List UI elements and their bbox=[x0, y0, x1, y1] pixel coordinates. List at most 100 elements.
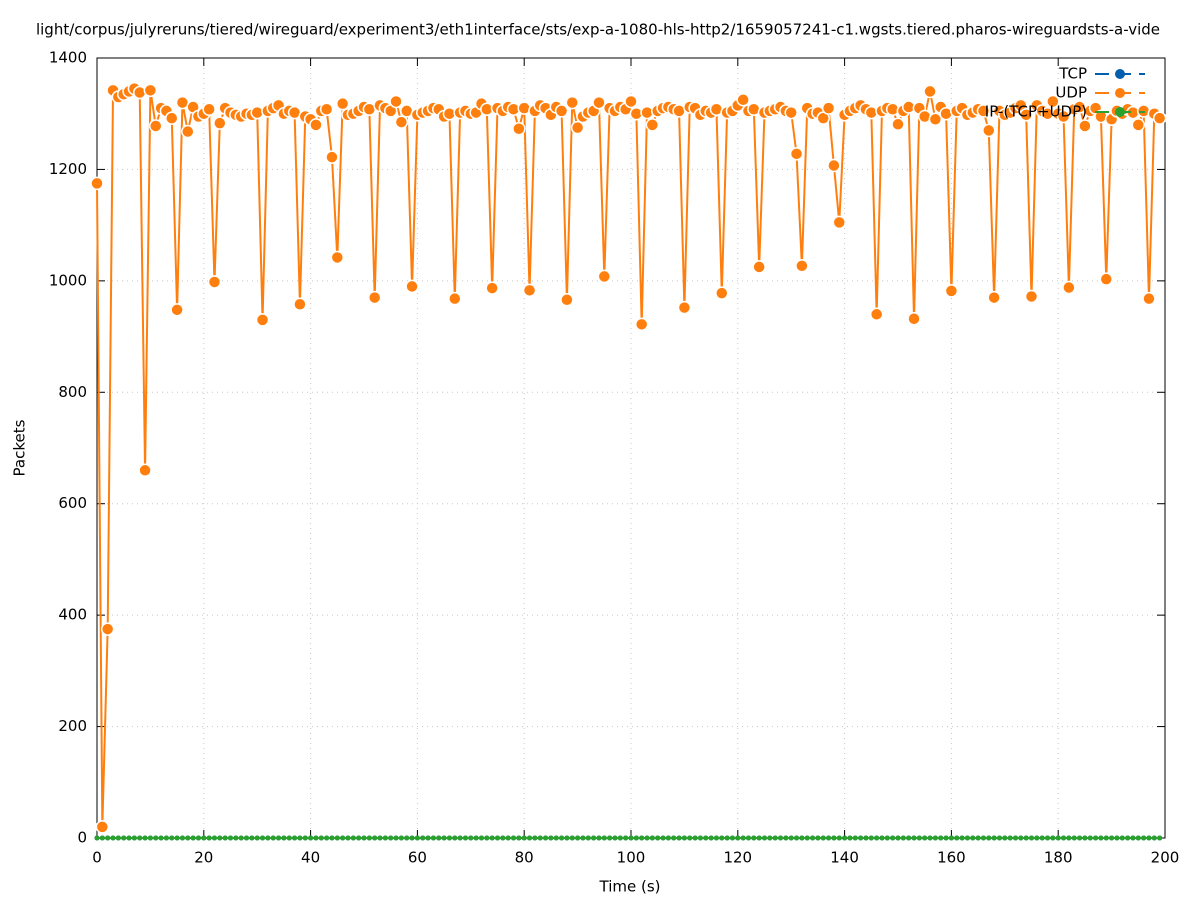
data-point bbox=[292, 835, 298, 841]
data-point bbox=[697, 835, 703, 841]
y-tick-label: 600 bbox=[58, 494, 87, 512]
data-point bbox=[179, 835, 185, 841]
x-tick-label: 120 bbox=[723, 849, 752, 867]
data-point bbox=[596, 835, 602, 841]
data-point bbox=[201, 835, 207, 841]
data-point bbox=[943, 835, 949, 841]
data-point bbox=[591, 835, 597, 841]
data-point bbox=[810, 835, 816, 841]
data-point bbox=[783, 835, 789, 841]
data-point bbox=[1024, 289, 1039, 304]
data-point bbox=[181, 124, 195, 139]
data-point bbox=[751, 835, 757, 841]
legend-swatch bbox=[1115, 69, 1125, 79]
data-point bbox=[1071, 835, 1077, 841]
data-point bbox=[1029, 835, 1034, 841]
data-point bbox=[372, 835, 378, 841]
data-point bbox=[163, 835, 169, 841]
data-point bbox=[1055, 835, 1061, 841]
data-point bbox=[996, 835, 1002, 841]
data-point bbox=[735, 835, 741, 841]
data-point bbox=[213, 116, 227, 130]
data-point bbox=[1039, 835, 1045, 841]
data-point bbox=[982, 123, 996, 138]
y-tick-label: 1200 bbox=[49, 160, 87, 178]
data-point bbox=[788, 835, 794, 841]
data-point bbox=[190, 835, 196, 841]
data-point bbox=[330, 250, 345, 265]
data-point bbox=[448, 291, 462, 306]
legend-swatch bbox=[1115, 107, 1125, 117]
data-point bbox=[1114, 835, 1120, 841]
data-point bbox=[511, 835, 517, 841]
data-point bbox=[297, 835, 303, 841]
data-point bbox=[745, 835, 751, 841]
data-point bbox=[649, 835, 655, 841]
data-point bbox=[367, 290, 382, 305]
data-point bbox=[1046, 94, 1060, 109]
data-point bbox=[639, 835, 645, 841]
x-tick-label: 60 bbox=[408, 849, 427, 867]
data-point bbox=[143, 83, 158, 98]
data-point bbox=[313, 835, 319, 841]
data-point bbox=[564, 835, 570, 841]
data-point bbox=[382, 835, 388, 841]
data-point bbox=[366, 835, 372, 841]
data-point bbox=[318, 835, 324, 841]
data-point bbox=[895, 835, 901, 841]
data-point bbox=[1056, 109, 1071, 124]
data-point bbox=[585, 835, 591, 841]
data-point bbox=[1098, 835, 1104, 841]
data-point bbox=[505, 835, 511, 841]
y-tick-label: 1000 bbox=[49, 271, 87, 289]
data-point bbox=[772, 835, 778, 841]
data-point bbox=[452, 835, 458, 841]
data-point bbox=[512, 122, 526, 136]
data-point bbox=[457, 835, 463, 841]
data-point bbox=[911, 835, 917, 841]
data-point bbox=[147, 835, 153, 841]
data-point bbox=[927, 835, 933, 841]
series bbox=[94, 835, 1163, 841]
data-point bbox=[324, 835, 330, 841]
y-tick-label: 0 bbox=[77, 829, 87, 847]
y-tick-label: 1400 bbox=[49, 49, 87, 67]
data-point bbox=[560, 293, 574, 307]
data-point bbox=[794, 835, 800, 841]
data-point bbox=[1141, 835, 1147, 841]
data-point bbox=[1131, 118, 1146, 132]
data-point bbox=[778, 835, 784, 841]
data-point bbox=[890, 835, 896, 841]
data-point bbox=[553, 835, 559, 841]
data-point bbox=[334, 835, 340, 841]
series-line bbox=[96, 87, 1161, 827]
chart-title: light/corpus/julyreruns/tiered/wireguard… bbox=[36, 21, 1160, 39]
data-point bbox=[441, 835, 447, 841]
data-point bbox=[270, 835, 276, 841]
data-point bbox=[389, 94, 403, 109]
data-point bbox=[975, 835, 981, 841]
legend-label: TCP bbox=[1058, 65, 1087, 83]
legend-swatch bbox=[1115, 88, 1125, 98]
y-tick-label: 400 bbox=[58, 606, 87, 624]
data-point bbox=[1082, 835, 1088, 841]
data-point bbox=[799, 835, 805, 841]
data-point bbox=[99, 835, 105, 841]
data-point bbox=[820, 835, 826, 841]
data-point bbox=[976, 104, 991, 118]
data-point bbox=[254, 835, 260, 841]
data-point bbox=[767, 835, 773, 841]
y-tick-label: 200 bbox=[58, 717, 87, 735]
data-point bbox=[138, 463, 152, 478]
data-point bbox=[388, 835, 394, 841]
data-point bbox=[831, 835, 837, 841]
data-point bbox=[687, 835, 693, 841]
data-point bbox=[409, 835, 415, 841]
data-point bbox=[308, 835, 314, 841]
data-point bbox=[548, 835, 554, 841]
data-point bbox=[148, 119, 163, 133]
data-point bbox=[1119, 835, 1125, 841]
y-axis-label: Packets bbox=[11, 419, 29, 476]
data-point bbox=[233, 835, 239, 841]
data-point bbox=[185, 835, 191, 841]
